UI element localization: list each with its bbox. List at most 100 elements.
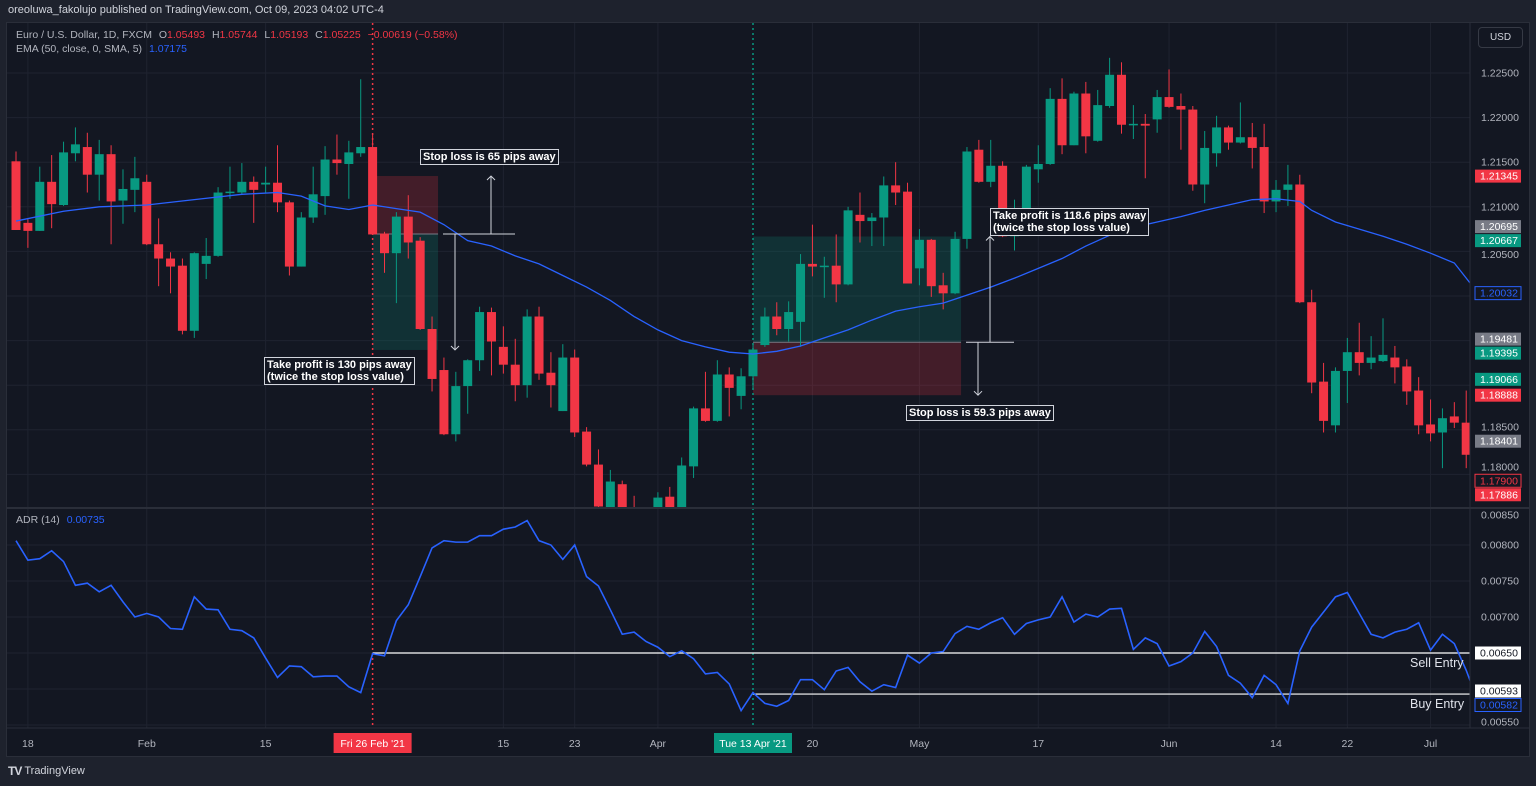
candle: [689, 406, 699, 478]
candle-body: [974, 149, 984, 182]
candle-body: [296, 217, 306, 267]
candles: [11, 57, 1470, 525]
long-stop-loss-note[interactable]: Stop loss is 59.3 pips away: [906, 405, 1054, 421]
candle: [486, 307, 496, 376]
price-axis[interactable]: 1.22500 1.22000 1.21500 1.21000 1.20500 1.185…: [1474, 68, 1522, 502]
candle-body: [106, 154, 116, 202]
candle: [748, 344, 758, 390]
candle: [1354, 322, 1364, 376]
short-stop-loss-note[interactable]: Stop loss is 65 pips away: [420, 149, 559, 165]
candle-body: [1426, 424, 1436, 434]
candle: [926, 238, 936, 297]
candle-body: [35, 181, 45, 231]
candle: [344, 140, 354, 199]
adr-axis[interactable]: 0.00850 0.00800 0.00750 0.00700 0.00650 0.005…: [1474, 510, 1522, 729]
highlighted-date-label: Fri 26 Feb '21: [340, 738, 405, 750]
candle-body: [642, 510, 651, 518]
candle: [106, 145, 116, 245]
candle-body: [403, 216, 413, 243]
candle: [1342, 337, 1352, 404]
candle-body: [320, 159, 330, 197]
adr-label: ADR (14): [16, 514, 60, 526]
time-tick-label: 20: [807, 738, 819, 750]
price-tick-label: 1.18500: [1481, 422, 1519, 434]
candle-body: [1069, 93, 1079, 146]
price-tick-label: 1.20500: [1481, 249, 1519, 261]
candle: [558, 344, 568, 412]
ema-legend[interactable]: EMA (50, close, 0, SMA, 5) 1.07175: [16, 43, 191, 55]
adr-value: 0.00735: [66, 514, 105, 526]
adr-tick-label: 0.00750: [1481, 576, 1519, 588]
candle-body: [677, 465, 687, 508]
candle: [463, 359, 473, 414]
adr-pane: [15, 519, 1470, 713]
candle: [950, 231, 960, 295]
candle-body: [1319, 381, 1329, 421]
candle-body: [1176, 106, 1186, 110]
ema-label: EMA (50, close, 0, SMA, 5): [16, 43, 143, 55]
candle: [1390, 345, 1400, 384]
candle-body: [843, 210, 853, 285]
candle-body: [486, 312, 496, 342]
long-stop-zone[interactable]: [752, 342, 962, 396]
candle-body: [891, 185, 901, 193]
candle: [1259, 123, 1269, 214]
candle-body: [1033, 163, 1043, 170]
candle-body: [1128, 123, 1138, 126]
adr-legend[interactable]: ADR (14) 0.00735: [16, 514, 109, 526]
candle-body: [879, 185, 889, 218]
candle: [451, 371, 461, 442]
candle-body: [1045, 98, 1055, 164]
sell-entry-label: Sell Entry: [1410, 656, 1464, 670]
short-take-profit-note[interactable]: Take profit is 130 pips away (twice the …: [264, 357, 415, 385]
candle: [1093, 89, 1103, 142]
candle: [642, 508, 651, 525]
candle: [308, 166, 318, 223]
candle: [142, 174, 152, 246]
candle-body: [1105, 74, 1115, 107]
tradingview-logo[interactable]: TV TradingView: [8, 764, 85, 778]
adr-tick-label: 0.00850: [1481, 510, 1519, 522]
currency-button[interactable]: USD: [1478, 27, 1523, 48]
candle-body: [772, 316, 782, 330]
candle: [807, 224, 817, 277]
candle: [855, 192, 865, 243]
candle: [177, 258, 187, 335]
candle: [379, 231, 389, 273]
adr-level-label: 0.00593: [1480, 686, 1518, 698]
candle-body: [1390, 357, 1400, 368]
adr-level-label-bg: [1475, 684, 1521, 698]
candle-body: [213, 192, 223, 256]
candle-body: [1223, 127, 1233, 143]
candle-body: [439, 370, 449, 435]
candle: [700, 371, 710, 422]
candle: [1116, 62, 1126, 134]
low-value: 1.05193: [270, 29, 309, 41]
candle: [1283, 164, 1293, 206]
candle: [320, 146, 330, 215]
candle: [1057, 78, 1067, 155]
candle: [879, 176, 889, 247]
candle-body: [59, 152, 69, 206]
symbol-legend[interactable]: Euro / U.S. Dollar, 1D, FXCM O1.05493 H1…: [16, 29, 462, 41]
candle-body: [962, 151, 972, 239]
short-target-arrow-head: [450, 345, 460, 351]
candle-body: [653, 497, 663, 508]
candle-body: [855, 214, 865, 222]
price-tick-label: 1.21000: [1481, 201, 1519, 213]
long-stop-arrow-head: [973, 390, 983, 396]
time-tick-label: 15: [498, 738, 510, 750]
candle: [82, 132, 92, 193]
long-take-profit-note[interactable]: Take profit is 118.6 pips away (twice th…: [990, 208, 1150, 236]
time-axis[interactable]: 18 Feb 15 Fri 26 Feb '21 15 23 Apr Tue 13 Apr '…: [22, 733, 1437, 753]
candle: [914, 229, 924, 286]
candle-body: [154, 244, 164, 259]
short-target-zone[interactable]: [372, 234, 439, 350]
candle-body: [903, 191, 913, 284]
price-label-bg: [1474, 473, 1522, 488]
price-label: 1.18888: [1480, 390, 1518, 402]
candle-body: [415, 240, 425, 330]
candle-body: [463, 360, 473, 387]
candle-body: [724, 374, 734, 388]
